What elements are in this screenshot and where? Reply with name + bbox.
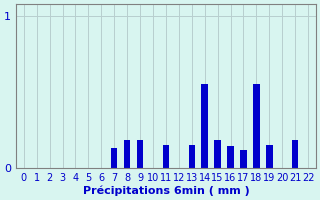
Bar (202, 84, 208, 168)
Bar (266, 145, 273, 168)
Bar (111, 148, 117, 168)
Bar (137, 140, 143, 168)
Bar (292, 140, 298, 168)
Bar (253, 84, 260, 168)
Bar (124, 140, 130, 168)
Bar (188, 145, 195, 168)
Bar (163, 145, 169, 168)
Bar (240, 150, 247, 168)
Bar (227, 146, 234, 168)
X-axis label: Précipitations 6min ( mm ): Précipitations 6min ( mm ) (83, 185, 249, 196)
Bar (214, 140, 221, 168)
